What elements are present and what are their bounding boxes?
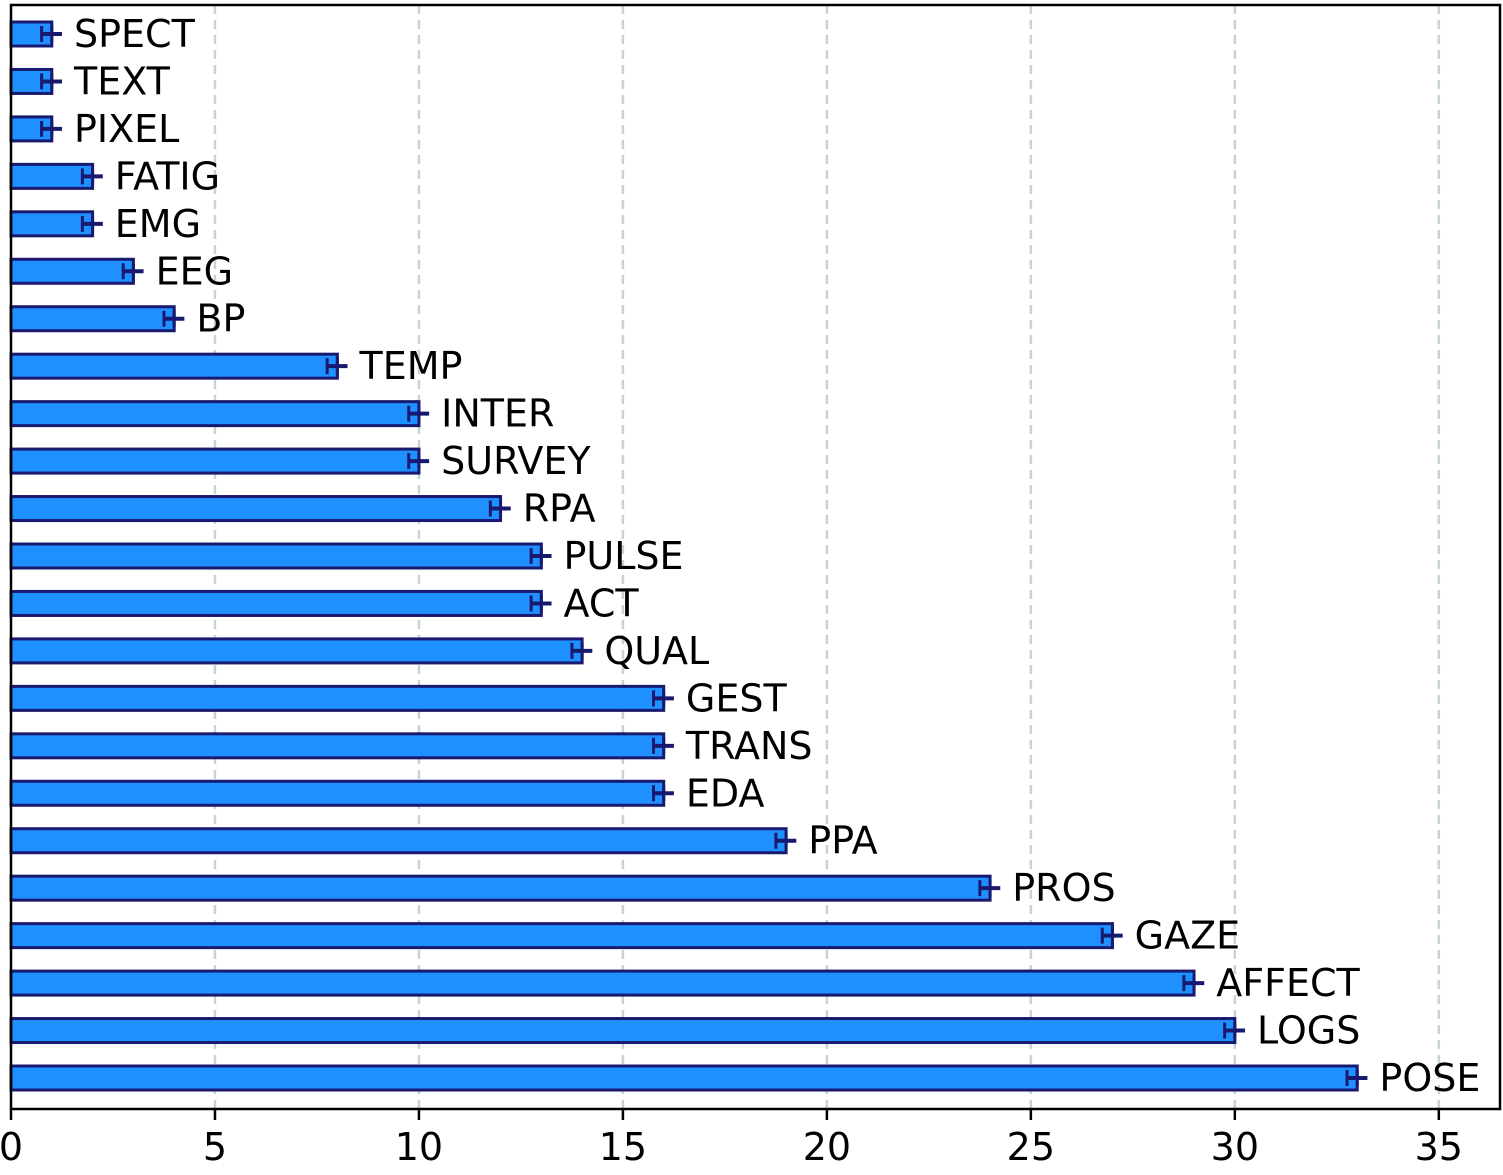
bar-label: PROS bbox=[1012, 866, 1115, 910]
bar bbox=[9, 447, 421, 475]
bar-label: GAZE bbox=[1135, 914, 1240, 958]
bars bbox=[9, 20, 1368, 1092]
bar-label: EEG bbox=[156, 249, 233, 293]
bar bbox=[9, 827, 788, 855]
bar bbox=[9, 637, 584, 665]
bar-label: LOGS bbox=[1257, 1009, 1360, 1053]
x-tick-label: 35 bbox=[1415, 1125, 1463, 1169]
bar-label: QUAL bbox=[604, 629, 709, 673]
x-axis: 0 5 10 15 20 25 30 35 bbox=[0, 1109, 1463, 1169]
bar bbox=[9, 400, 421, 428]
bar bbox=[9, 542, 543, 570]
bar bbox=[9, 874, 992, 902]
bar bbox=[9, 210, 95, 238]
bar-label: EDA bbox=[686, 771, 765, 815]
bar-label: EMG bbox=[115, 202, 201, 246]
bar-label: AFFECT bbox=[1216, 961, 1360, 1005]
bar bbox=[9, 969, 1196, 997]
bar-label: PULSE bbox=[564, 534, 684, 578]
bar-label: TRANS bbox=[685, 724, 813, 768]
bar-label: FATIG bbox=[115, 154, 220, 198]
bar-label: TEMP bbox=[359, 344, 463, 388]
bar-label: GEST bbox=[686, 676, 788, 720]
bar bbox=[9, 20, 54, 48]
bar bbox=[9, 162, 95, 190]
x-tick-label: 25 bbox=[1007, 1125, 1055, 1169]
bar-label: RPA bbox=[523, 487, 596, 531]
bar-label: INTER bbox=[441, 392, 554, 436]
bar-label: ACT bbox=[564, 581, 640, 625]
bar bbox=[9, 732, 666, 760]
bar-label: TEXT bbox=[73, 59, 171, 103]
bar-label: SURVEY bbox=[441, 439, 591, 483]
x-tick-label: 20 bbox=[803, 1125, 851, 1169]
bar bbox=[9, 1064, 1359, 1092]
x-tick-label: 10 bbox=[395, 1125, 443, 1169]
bar bbox=[9, 257, 135, 285]
bar bbox=[9, 922, 1114, 950]
bar-label: BP bbox=[196, 297, 245, 341]
bar-label: PPA bbox=[808, 819, 877, 863]
bar-label: POSE bbox=[1379, 1056, 1480, 1100]
bar bbox=[9, 495, 503, 523]
bar-label: SPECT bbox=[74, 12, 196, 56]
bar bbox=[9, 305, 176, 333]
bar bbox=[9, 779, 666, 807]
bar bbox=[9, 589, 543, 617]
bar bbox=[9, 1017, 1237, 1045]
plot-frame bbox=[9, 3, 1502, 1111]
x-tick-label: 15 bbox=[599, 1125, 647, 1169]
x-tick-label: 0 bbox=[0, 1125, 23, 1169]
bar bbox=[9, 352, 339, 380]
x-tick-label: 5 bbox=[203, 1125, 227, 1169]
x-tick-label: 30 bbox=[1211, 1125, 1259, 1169]
bar-label: PIXEL bbox=[74, 107, 179, 151]
bar bbox=[9, 684, 666, 712]
